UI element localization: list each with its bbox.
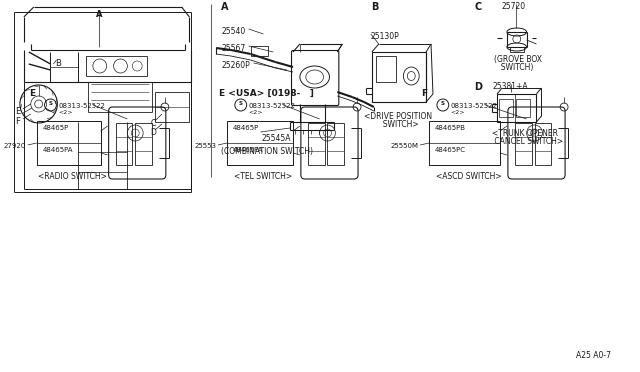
Bar [429, 121, 500, 165]
Bar [376, 56, 396, 82]
Text: <ASCD SWITCH>: <ASCD SWITCH> [436, 172, 501, 181]
Text: 27920: 27920 [4, 143, 26, 149]
Text: C: C [474, 2, 482, 12]
Text: 25550M: 25550M [390, 143, 418, 149]
Bar [515, 123, 532, 165]
Text: S: S [441, 101, 445, 106]
Bar [516, 99, 529, 117]
Text: B: B [371, 2, 378, 12]
Text: SWITCH): SWITCH) [496, 63, 534, 72]
Text: 48465P: 48465P [233, 125, 259, 131]
Text: 25381+A: 25381+A [492, 82, 528, 91]
Text: A: A [221, 2, 228, 12]
Text: 25553: 25553 [194, 143, 216, 149]
Text: <TRUNK OPENER: <TRUNK OPENER [492, 129, 558, 138]
Text: 25545A: 25545A [262, 134, 291, 143]
Bar [308, 123, 324, 165]
Text: 08313-52522: 08313-52522 [451, 103, 497, 109]
Text: <2>: <2> [451, 110, 465, 115]
Text: <2>: <2> [248, 110, 263, 115]
Text: C: C [150, 119, 156, 128]
Text: 08313-52522: 08313-52522 [248, 103, 296, 109]
Text: 25130P: 25130P [371, 32, 399, 41]
Bar [510, 47, 524, 52]
Text: 08313-52522: 08313-52522 [58, 103, 105, 109]
Text: A25 A0-7: A25 A0-7 [576, 351, 611, 360]
Text: 25720: 25720 [502, 2, 526, 11]
Bar [135, 123, 152, 165]
Text: 48465PB: 48465PB [435, 125, 466, 131]
Bar [499, 99, 513, 117]
Text: <DRIVE POSITION: <DRIVE POSITION [364, 112, 433, 121]
Bar [155, 92, 189, 122]
Text: B: B [56, 59, 61, 68]
Text: 48465PC: 48465PC [435, 147, 466, 153]
Text: F: F [15, 117, 20, 126]
Text: 25567: 25567 [221, 44, 245, 53]
Text: <TEL SWITCH>: <TEL SWITCH> [234, 172, 292, 181]
Text: D: D [474, 82, 483, 92]
Text: 25260P: 25260P [221, 61, 250, 70]
Text: E: E [29, 89, 35, 98]
Bar [372, 52, 426, 102]
Bar [116, 123, 132, 165]
Bar [534, 123, 551, 165]
Bar [251, 46, 268, 56]
Text: 48465P: 48465P [43, 125, 69, 131]
Bar [36, 121, 100, 165]
Text: (COMBINATION SWITCH): (COMBINATION SWITCH) [221, 147, 314, 156]
Text: E: E [15, 107, 20, 116]
Text: E <USA> [0198-   ]: E <USA> [0198- ] [219, 89, 314, 98]
Text: F: F [421, 89, 428, 98]
Text: (GROVE BOX: (GROVE BOX [494, 55, 542, 64]
Text: D: D [150, 128, 156, 137]
Text: SWITCH>: SWITCH> [378, 120, 419, 129]
Text: CANCEL SWITCH>: CANCEL SWITCH> [492, 137, 563, 146]
Bar [328, 123, 344, 165]
Text: S: S [239, 101, 243, 106]
Text: 48465PA: 48465PA [43, 147, 73, 153]
Bar [227, 121, 293, 165]
Text: S: S [49, 101, 52, 106]
Text: 48465PA: 48465PA [233, 147, 263, 153]
Bar [86, 56, 147, 76]
Text: <RADIO SWITCH>: <RADIO SWITCH> [38, 172, 107, 181]
Text: A: A [95, 10, 102, 19]
Text: <2>: <2> [58, 110, 73, 115]
Text: 25540: 25540 [221, 27, 245, 36]
Bar [497, 94, 536, 122]
